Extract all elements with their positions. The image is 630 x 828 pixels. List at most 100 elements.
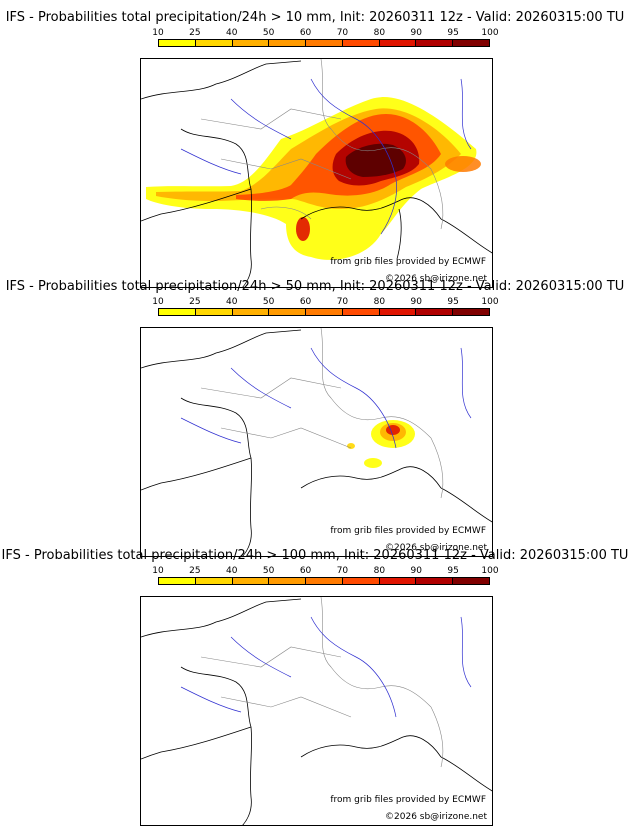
legend-tick-label: 25 [189, 297, 201, 307]
legend-tick-label: 50 [262, 28, 275, 38]
map-panel-100mm: IFS - Probabilities total precipitation/… [0, 548, 630, 826]
credit-copyright: ©2026 sb@irizone.net [385, 274, 487, 284]
legend-swatch [269, 309, 307, 315]
legend-swatch [379, 40, 417, 46]
legend-swatches [158, 308, 490, 316]
legend-swatch [342, 309, 380, 315]
map-panel-10mm: IFS - Probabilities total precipitation/… [0, 10, 630, 288]
prob-patch-south [364, 458, 382, 468]
legend-swatches [158, 39, 490, 47]
legend-swatch [379, 309, 417, 315]
legend-swatch [159, 309, 196, 315]
legend-swatches [158, 577, 490, 585]
legend-swatch [195, 309, 233, 315]
panel-title: IFS - Probabilities total precipitation/… [5, 279, 625, 294]
map-canvas [141, 59, 492, 287]
legend-tick-label: 70 [336, 566, 349, 576]
legend-tick-label: 60 [299, 297, 312, 307]
map-canvas [141, 597, 492, 825]
prob-patch-gulf [296, 217, 310, 241]
legend-tick-label: 80 [373, 566, 386, 576]
legend-swatch [269, 40, 307, 46]
coastlines [141, 329, 492, 556]
legend-tick-label: 25 [189, 28, 201, 38]
panel-title: IFS - Probabilities total precipitation/… [1, 548, 629, 563]
map-panel-50mm: IFS - Probabilities total precipitation/… [0, 279, 630, 557]
legend-tick-label: 90 [410, 566, 422, 576]
probability-map: from grib files provided by ECMWF ©2026 … [140, 596, 493, 826]
legend-tick-label: 60 [299, 28, 312, 38]
legend-tick-label: 40 [226, 297, 238, 307]
legend-tick-label: 95 [447, 28, 459, 38]
credit-source: from grib files provided by ECMWF [330, 257, 486, 267]
legend-swatch [453, 40, 490, 46]
credit-copyright: ©2026 sb@irizone.net [385, 543, 487, 553]
legend-tick-label: 50 [262, 297, 275, 307]
legend-tick-labels: 10 25 40 50 60 70 80 90 95 100 [152, 28, 498, 39]
legend-swatch [232, 578, 270, 584]
legend-swatch [416, 309, 454, 315]
legend-tick-label: 95 [447, 297, 459, 307]
legend-swatch [159, 578, 196, 584]
legend-tick-label: 60 [299, 566, 312, 576]
map-canvas [141, 328, 492, 556]
credit-source: from grib files provided by ECMWF [330, 795, 486, 805]
legend-swatch [195, 578, 233, 584]
coastlines [141, 60, 492, 287]
legend-tick-label: 50 [262, 566, 275, 576]
credit-copyright: ©2026 sb@irizone.net [385, 812, 487, 822]
probability-map: from grib files provided by ECMWF ©2026 … [140, 327, 493, 557]
rivers [180, 347, 472, 449]
legend-tick-label: 95 [447, 566, 459, 576]
legend-tick-label: 10 [152, 297, 164, 307]
legend-swatch [453, 309, 490, 315]
prob-area-95 [345, 143, 406, 177]
legend-swatch [232, 40, 270, 46]
color-legend: 10 25 40 50 60 70 80 90 95 100 [152, 297, 499, 318]
legend-swatch [269, 578, 307, 584]
legend-tick-label: 90 [410, 297, 422, 307]
legend-swatch [195, 40, 233, 46]
rivers [180, 616, 472, 718]
country-borders [200, 328, 444, 499]
legend-swatch [306, 578, 343, 584]
legend-swatch [159, 40, 196, 46]
country-borders [200, 597, 444, 768]
legend-tick-label: 10 [152, 566, 164, 576]
legend-tick-label: 80 [373, 28, 386, 38]
rivers [180, 78, 472, 235]
legend-tick-labels: 10 25 40 50 60 70 80 90 95 100 [152, 297, 498, 308]
legend-swatch [306, 309, 343, 315]
legend-swatch [342, 578, 380, 584]
legend-tick-label: 70 [336, 297, 349, 307]
coastlines [141, 598, 492, 825]
legend-swatch [416, 40, 454, 46]
legend-tick-label: 40 [226, 28, 238, 38]
legend-swatch [306, 40, 343, 46]
color-legend: 10 25 40 50 60 70 80 90 95 100 [152, 566, 499, 587]
color-legend: 10 25 40 50 60 70 80 90 95 100 [152, 28, 499, 49]
prob-area-70 [386, 425, 400, 435]
legend-tick-label: 80 [373, 297, 386, 307]
legend-tick-label: 100 [481, 28, 499, 38]
legend-tick-label: 10 [152, 28, 164, 38]
probability-map: from grib files provided by ECMWF ©2026 … [140, 58, 493, 288]
country-borders [200, 59, 444, 230]
legend-tick-labels: 10 25 40 50 60 70 80 90 95 100 [152, 566, 498, 577]
precip-field [347, 420, 415, 468]
prob-patch-alps [445, 156, 481, 172]
legend-swatch [416, 578, 454, 584]
credit-source: from grib files provided by ECMWF [330, 526, 486, 536]
legend-tick-label: 100 [481, 297, 499, 307]
legend-tick-label: 100 [481, 566, 499, 576]
prob-patch-small [347, 443, 355, 449]
legend-tick-label: 40 [226, 566, 238, 576]
legend-swatch [342, 40, 380, 46]
legend-swatch [453, 578, 490, 584]
legend-tick-label: 70 [336, 28, 349, 38]
legend-swatch [379, 578, 417, 584]
legend-tick-label: 90 [410, 28, 422, 38]
legend-tick-label: 25 [189, 566, 201, 576]
legend-swatch [232, 309, 270, 315]
panel-title: IFS - Probabilities total precipitation/… [5, 10, 625, 25]
